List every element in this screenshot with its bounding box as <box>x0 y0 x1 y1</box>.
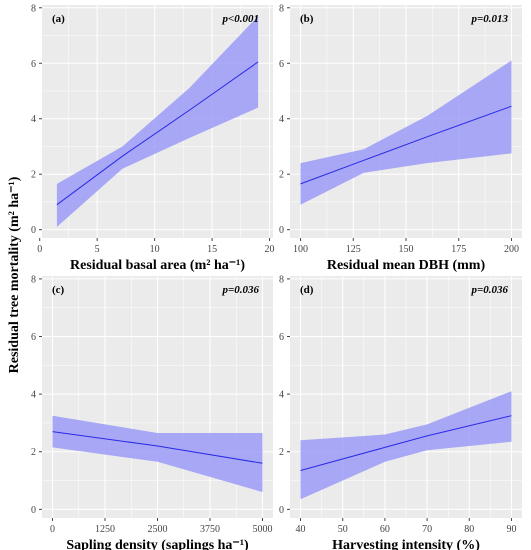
x-tick-label: 10 <box>150 244 160 255</box>
y-tick-label: 4 <box>279 114 284 125</box>
y-tick-label: 2 <box>279 170 284 181</box>
x-tick-label: 70 <box>422 524 432 535</box>
x-tick-label: 125 <box>346 244 361 255</box>
confidence-band <box>56 16 259 227</box>
y-tick-label: 6 <box>279 59 284 70</box>
y-tick-label: 8 <box>31 274 36 285</box>
x-tick-label: 90 <box>506 524 516 535</box>
y-tick-label: 6 <box>31 332 36 343</box>
panel-a: 0 5 10 15 20 0 2 4 6 8 (a) p<0.001 Residual basal ar… <box>31 3 275 273</box>
panel-label: (a) <box>52 13 65 25</box>
x-tick-label: 150 <box>399 244 414 255</box>
y-tick-label: 0 <box>279 225 284 236</box>
x-tick-label: 5 <box>95 244 100 255</box>
y-tick-label: 0 <box>279 505 284 516</box>
confidence-band <box>300 391 512 500</box>
x-tick-label: 15 <box>207 244 217 255</box>
x-tick-label: 100 <box>293 244 308 255</box>
y-tick-label: 4 <box>279 390 284 401</box>
x-tick-label: 200 <box>504 244 519 255</box>
confidence-band <box>300 60 512 205</box>
panel-b: 100 125 150 175 200 0 2 4 6 8 (b) p=0.013 Residual m… <box>279 3 522 273</box>
x-tick-label: 1250 <box>95 524 115 535</box>
panel-label: (d) <box>300 284 314 296</box>
fitted-line <box>56 61 259 206</box>
x-axis-title: Residual basal area (m² ha⁻¹) <box>70 258 245 273</box>
x-tick-label: 0 <box>50 524 55 535</box>
confidence-band <box>52 415 263 493</box>
panel-d: 40 50 60 70 80 90 0 2 4 6 8 (d) p=0.036 Harvesting in… <box>279 274 522 550</box>
fitted-line <box>52 431 263 464</box>
x-tick-label: 60 <box>380 524 390 535</box>
x-tick-label: 20 <box>265 244 275 255</box>
y-axis-title: Residual tree mortality (m² ha⁻¹) <box>7 176 22 373</box>
p-value-annotation: p=0.036 <box>221 284 259 296</box>
p-value-annotation: p<0.001 <box>221 13 259 25</box>
x-tick-label: 80 <box>464 524 474 535</box>
y-tick-label: 0 <box>31 505 36 516</box>
x-tick-label: 175 <box>451 244 466 255</box>
panel-label: (c) <box>52 284 65 296</box>
x-axis-title: Sapling density (saplings ha⁻¹) <box>66 538 249 550</box>
y-tick-label: 4 <box>31 114 36 125</box>
fitted-line <box>300 105 512 185</box>
x-tick-label: 2500 <box>148 524 168 535</box>
x-tick-label: 50 <box>338 524 348 535</box>
fitted-line <box>300 415 512 471</box>
y-tick-label: 2 <box>31 170 36 181</box>
y-tick-label: 4 <box>31 390 36 401</box>
x-tick-label: 3750 <box>200 524 220 535</box>
panel-label: (b) <box>300 13 314 25</box>
x-tick-label: 40 <box>296 524 306 535</box>
p-value-annotation: p=0.036 <box>470 284 508 296</box>
x-axis-title: Residual mean DBH (mm) <box>327 258 486 273</box>
x-axis-title: Harvesting intensity (%) <box>332 538 480 550</box>
y-tick-label: 0 <box>31 225 36 236</box>
y-tick-label: 6 <box>31 59 36 70</box>
x-tick-label: 0 <box>37 244 42 255</box>
y-tick-label: 8 <box>31 3 36 14</box>
p-value-annotation: p=0.013 <box>470 13 508 25</box>
x-tick-label: 5000 <box>253 524 273 535</box>
y-tick-label: 6 <box>279 332 284 343</box>
y-tick-label: 2 <box>279 447 284 458</box>
panel-c: 0 1250 2500 3750 5000 0 2 4 6 8 (c) p=0.036 Sapling … <box>31 274 273 550</box>
y-tick-label: 8 <box>279 3 284 14</box>
y-tick-label: 2 <box>31 447 36 458</box>
y-tick-label: 8 <box>279 274 284 285</box>
